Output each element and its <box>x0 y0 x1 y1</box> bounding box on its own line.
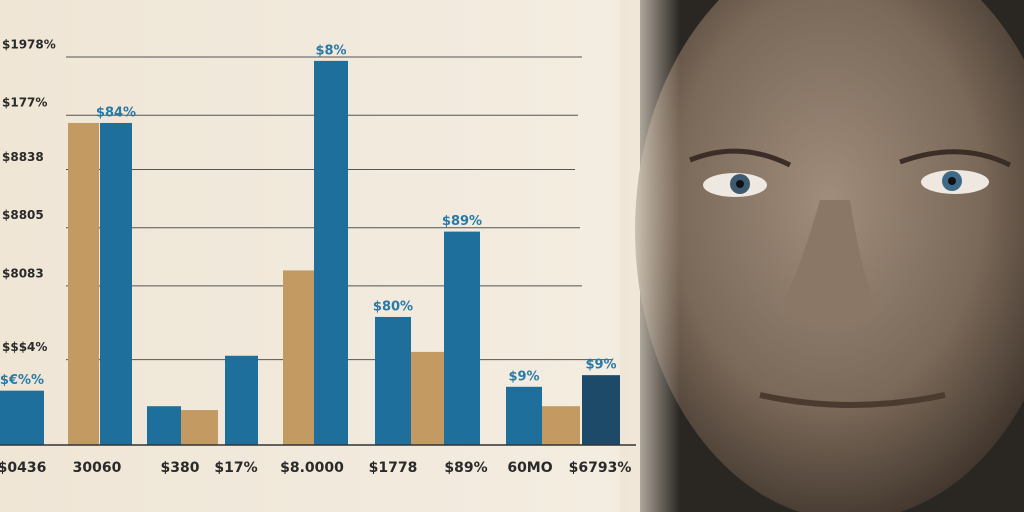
bar <box>100 122 132 446</box>
x-tick-label: 30060 <box>73 460 122 476</box>
y-tick-label: $8805 <box>2 208 44 222</box>
data-label: $9% <box>585 358 616 373</box>
bar <box>411 351 444 445</box>
bar <box>582 375 620 445</box>
bar <box>314 60 348 445</box>
x-tick-label: $89% <box>444 460 487 476</box>
data-label: $89% <box>442 214 482 229</box>
data-label: $8% <box>315 43 346 58</box>
y-tick-label: $8083 <box>2 266 44 280</box>
bar <box>225 355 258 445</box>
bar <box>181 410 218 445</box>
bar <box>375 316 411 445</box>
data-label: $9% <box>508 369 539 384</box>
y-tick-label: $$$4% <box>2 340 47 354</box>
x-tick-label: $0436 <box>0 460 46 476</box>
data-label: $84% <box>96 105 136 120</box>
x-tick-label: $8.0000 <box>280 460 344 476</box>
bar <box>542 406 580 445</box>
y-tick-label: $1978% <box>2 38 56 52</box>
x-tick-label: 60MO <box>507 460 552 476</box>
x-tick-label: $380 <box>161 460 200 476</box>
bar <box>147 406 181 445</box>
data-label: $€%% <box>0 373 44 388</box>
portrait <box>620 0 1024 512</box>
bar <box>283 270 314 445</box>
bar <box>68 122 99 446</box>
y-tick-label: $8838 <box>2 150 44 164</box>
bar <box>0 390 44 445</box>
x-tick-label: $1778 <box>369 460 418 476</box>
x-tick-label: $17% <box>214 460 257 476</box>
y-tick-label: $177% <box>2 96 47 110</box>
data-label: $80% <box>373 299 413 314</box>
x-tick-label: $6793% <box>569 460 632 476</box>
bar <box>506 386 542 445</box>
bar <box>444 231 480 445</box>
